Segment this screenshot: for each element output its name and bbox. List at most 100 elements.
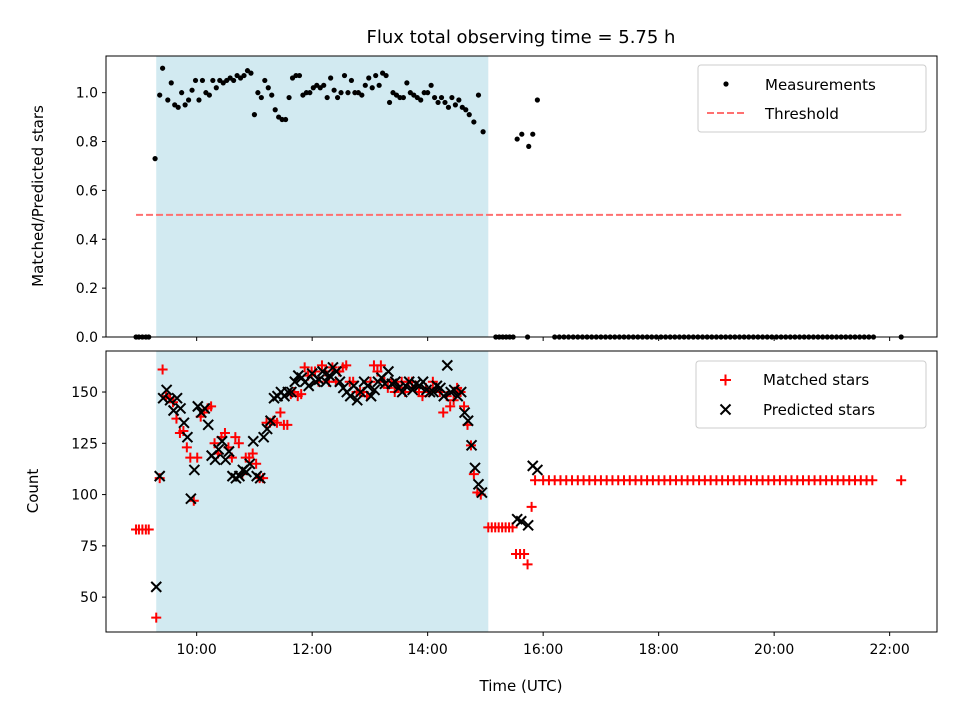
bottom-point-s1-33 <box>264 415 277 427</box>
top-point-s0-32 <box>248 70 254 76</box>
top-point-s0-39 <box>272 107 278 113</box>
bottom-point-s1-69 <box>389 376 402 388</box>
bottom-point-s0-110 <box>519 549 530 560</box>
bottom-point-s1-88 <box>455 386 467 398</box>
bottom-point-s0-25 <box>219 428 230 439</box>
top-y-axis-label: Matched/Predicted stars <box>29 105 47 287</box>
top-point-s0-68 <box>373 72 379 79</box>
bottom-point-s0-97 <box>468 469 479 480</box>
top-point-s0-56 <box>331 87 337 93</box>
bottom-xtick-label-2: 14:00 <box>407 642 447 658</box>
bottom-point-s0-14 <box>181 442 192 453</box>
bottom-point-s0-171 <box>867 475 878 486</box>
top-point-s0-42 <box>282 116 289 123</box>
bottom-point-s1-28 <box>247 435 259 447</box>
bottom-xtick-label-4: 18:00 <box>638 642 678 658</box>
chart-title: Flux total observing time = 5.75 h <box>367 27 676 48</box>
legend-label-matched: Matched stars <box>763 371 869 389</box>
bottom-point-s1-44 <box>302 380 315 392</box>
bottom-legend: Matched stars Predicted stars <box>695 360 927 429</box>
bottom-point-s0-28 <box>230 432 241 443</box>
top-point-s0-72 <box>386 99 393 106</box>
top-point-s0-9 <box>168 80 174 86</box>
top-point-s0-60 <box>345 90 351 96</box>
bottom-ytick-label-2: 100 <box>71 488 98 504</box>
bottom-point-s0-112 <box>526 501 537 512</box>
bottom-point-s1-20 <box>219 454 232 466</box>
bottom-point-s1-6 <box>171 392 183 404</box>
bottom-point-s1-32 <box>261 423 273 435</box>
top-point-s0-38 <box>269 92 275 98</box>
top-point-s0-53 <box>321 82 327 88</box>
bottom-point-s1-12 <box>192 400 204 413</box>
bottom-point-s1-0 <box>150 581 162 593</box>
legend-marker-matched <box>720 374 731 386</box>
top-point-s0-84 <box>428 82 434 88</box>
bottom-point-s1-86 <box>448 384 460 396</box>
top-point-s0-108 <box>530 131 536 137</box>
top-point-s0-88 <box>442 99 448 106</box>
top-point-s0-61 <box>348 77 355 84</box>
bottom-point-s1-56 <box>344 390 356 402</box>
bottom-point-s1-2 <box>157 392 169 404</box>
top-point-s0-57 <box>334 94 341 101</box>
bottom-point-s0-47 <box>296 389 307 400</box>
top-point-s0-67 <box>369 85 375 91</box>
bottom-ytick-label-1: 75 <box>80 539 98 555</box>
bottom-axes-frame <box>105 350 938 633</box>
top-point-s0-109 <box>534 97 540 103</box>
top-point-s0-71 <box>383 72 389 79</box>
bottom-point-s1-50 <box>323 369 336 382</box>
top-point-s0-37 <box>265 85 271 91</box>
bottom-point-s1-4 <box>164 394 176 406</box>
bottom-point-s1-26 <box>240 466 253 478</box>
bottom-point-s1-9 <box>181 431 194 443</box>
top-point-s0-15 <box>189 87 195 93</box>
bottom-point-s1-99 <box>531 464 544 476</box>
bottom-point-s1-63 <box>368 384 381 396</box>
top-point-s0-34 <box>255 90 261 96</box>
top-point-s0-7 <box>159 65 166 71</box>
top-point-s0-77 <box>404 80 410 86</box>
top-point-s0-20 <box>206 92 212 98</box>
top-point-s0-16 <box>192 77 199 84</box>
bottom-point-s0-53 <box>316 360 327 371</box>
top-point-s0-87 <box>438 94 445 101</box>
top-point-s0-92 <box>456 97 462 103</box>
top-point-s0-18 <box>199 77 206 84</box>
bottom-point-s1-40 <box>289 376 301 388</box>
bottom-point-s1-49 <box>320 376 332 388</box>
top-ytick-label-4: 0.8 <box>76 135 98 151</box>
bottom-point-s1-11 <box>188 464 201 476</box>
bottom-point-s1-74 <box>406 384 419 396</box>
bottom-point-s1-21 <box>223 445 235 458</box>
bottom-ytick-label-4: 150 <box>71 385 98 401</box>
top-point-s0-35 <box>258 94 264 101</box>
top-point-s0-66 <box>366 75 372 81</box>
bottom-point-s1-10 <box>185 492 197 505</box>
top-point-s0-11 <box>175 104 181 110</box>
bottom-point-s0-43 <box>282 419 293 430</box>
bottom-point-s0-70 <box>375 360 386 371</box>
top-shaded-interval <box>156 56 489 337</box>
bottom-point-s0-34 <box>251 458 262 469</box>
top-point-s0-95 <box>466 112 472 118</box>
top-point-s0-27 <box>231 77 237 84</box>
top-point-s0-91 <box>452 102 458 108</box>
bottom-point-s1-19 <box>216 435 228 447</box>
top-point-s0-83 <box>425 90 431 96</box>
bottom-point-s1-1 <box>153 470 166 482</box>
top-point-s0-65 <box>362 82 368 88</box>
top-point-s0-8 <box>165 97 171 103</box>
bottom-point-s1-84 <box>441 359 454 372</box>
top-point-s0-22 <box>213 85 219 91</box>
bottom-point-s1-77 <box>417 376 429 388</box>
bottom-point-s1-83 <box>438 390 450 402</box>
top-point-s0-76 <box>400 94 407 101</box>
top-point-s0-64 <box>359 92 365 98</box>
bottom-point-s0-172 <box>896 475 907 486</box>
top-point-s0-54 <box>324 94 330 101</box>
bottom-point-s1-58 <box>351 394 363 406</box>
bottom-point-s1-39 <box>285 386 298 398</box>
